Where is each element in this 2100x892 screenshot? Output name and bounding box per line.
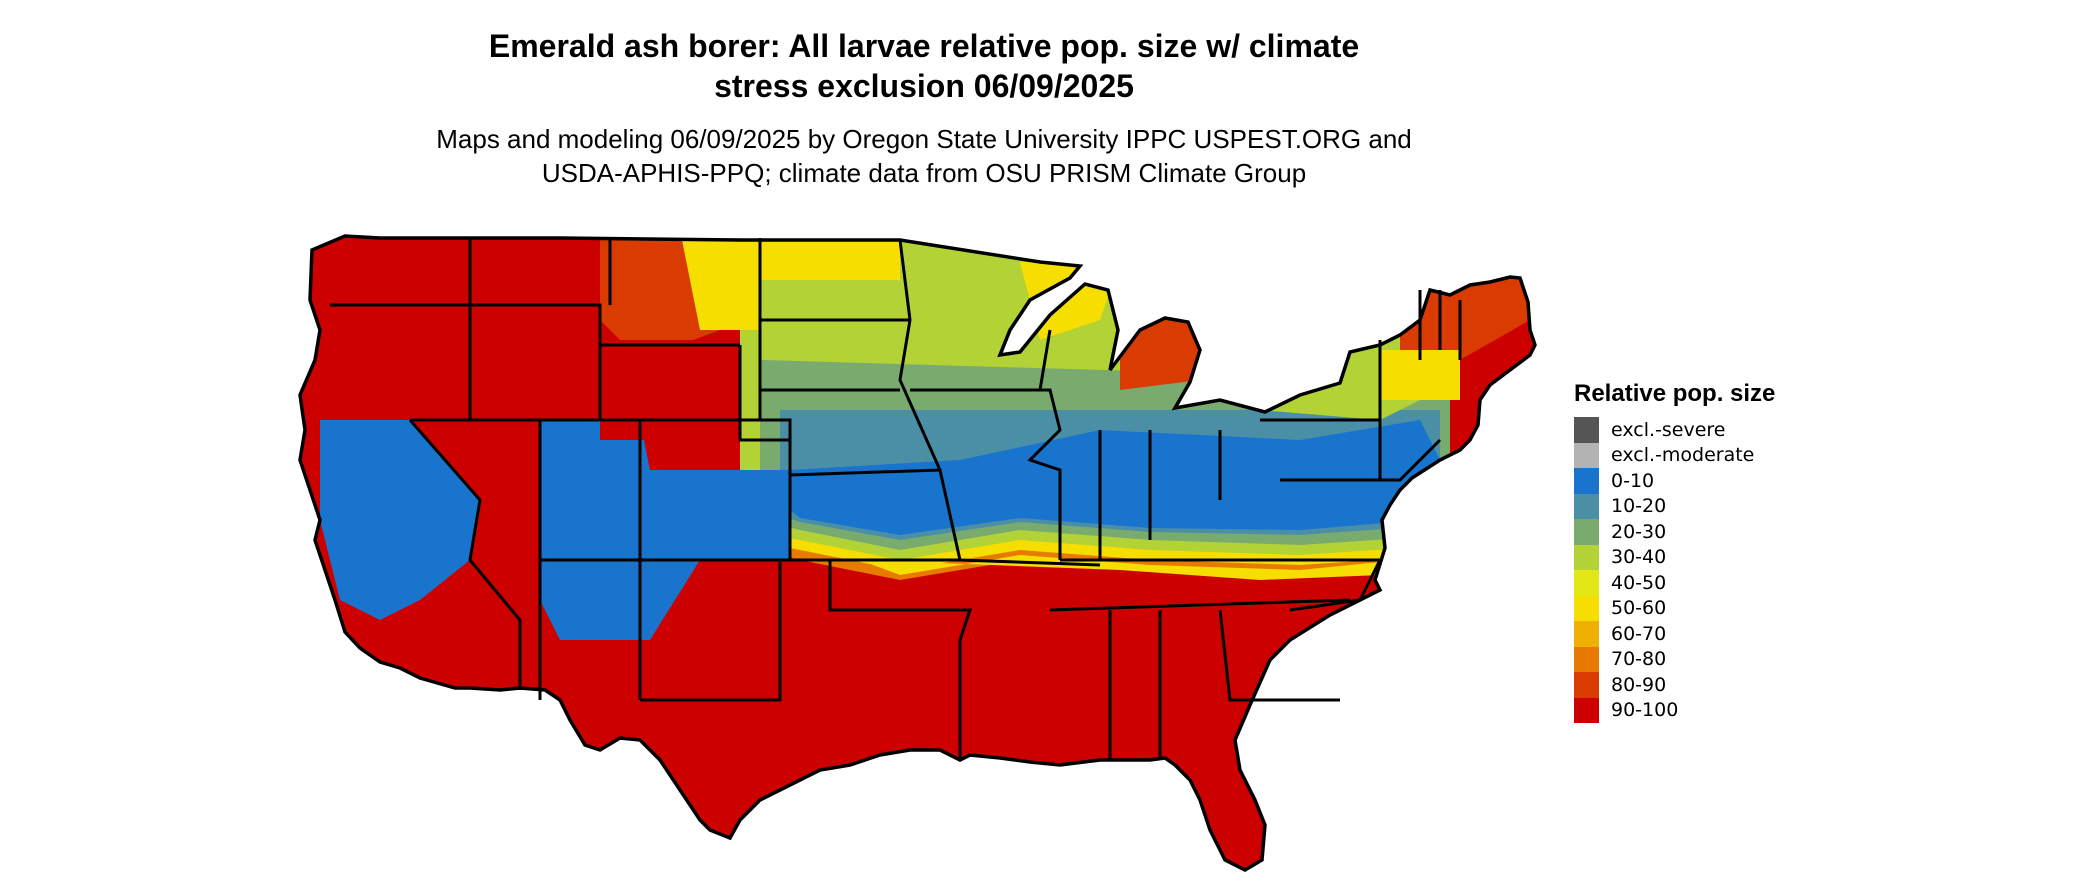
legend-label: excl.-moderate: [1611, 444, 1755, 467]
zone-0-10-southwest: [540, 420, 790, 640]
legend-label: 80-90: [1611, 673, 1667, 696]
zone-50-60-montana: [680, 236, 760, 330]
zone-80-90-new-england: [1400, 270, 1530, 360]
state-line-north-1: [330, 303, 740, 347]
legend: Relative pop. size excl.-severe excl.-mod…: [1574, 380, 1775, 723]
legend-item: 20-30: [1574, 519, 1775, 545]
state-line-utah: [540, 418, 642, 562]
zone-0-10-california: [320, 420, 480, 620]
legend-label: 0-10: [1611, 469, 1655, 492]
legend-label: excl.-severe: [1611, 418, 1726, 441]
legend-item: 60-70: [1574, 621, 1775, 647]
state-line-idaho: [468, 238, 612, 420]
zone-30-40-minnesota: [900, 240, 1040, 330]
legend-swatch: [1574, 442, 1599, 468]
legend-item: excl.-severe: [1574, 417, 1775, 443]
legend-item: 70-80: [1574, 646, 1775, 672]
state-borders: [330, 238, 1462, 760]
map-title: Emerald ash borer: All larvae relative p…: [0, 26, 1848, 106]
state-line-colorado: [640, 418, 792, 562]
legend-swatch: [1574, 672, 1599, 698]
legend-swatch: [1574, 544, 1599, 570]
legend-items: excl.-severe excl.-moderate 0-10 10-20 20-30…: [1574, 417, 1775, 723]
state-line-iowa-missouri: [910, 388, 1062, 560]
legend-item: 80-90: [1574, 672, 1775, 698]
state-line-northeast: [1378, 290, 1462, 420]
legend-title: Relative pop. size: [1574, 380, 1776, 407]
legend-item: 50-60: [1574, 595, 1775, 621]
state-line-southwest: [538, 560, 782, 702]
legend-swatch: [1574, 646, 1599, 672]
legend-item: 40-50: [1574, 570, 1775, 596]
map-subtitle-line2: USDA-APHIS-PPQ; climate data from OSU PR…: [541, 158, 1307, 188]
legend-swatch: [1574, 621, 1599, 647]
legend-label: 60-70: [1611, 622, 1667, 645]
legend-item: 0-10: [1574, 468, 1775, 494]
legend-item: excl.-moderate: [1574, 442, 1775, 468]
map-subtitle: Maps and modeling 06/09/2025 by Oregon S…: [0, 122, 1848, 190]
legend-swatch: [1574, 519, 1599, 545]
state-line-carolinas: [1289, 558, 1383, 612]
legend-swatch: [1574, 570, 1599, 596]
map-title-line1: Emerald ash borer: All larvae relative p…: [488, 28, 1360, 64]
legend-label: 20-30: [1611, 520, 1667, 543]
legend-item: 30-40: [1574, 544, 1775, 570]
state-line-midwest: [1038, 329, 1222, 560]
legend-label: 10-20: [1611, 495, 1667, 518]
legend-label: 40-50: [1611, 571, 1667, 594]
state-line-oklahoma: [780, 558, 973, 760]
zone-90-100-wyoming: [600, 340, 740, 440]
population-zones: [300, 236, 1535, 870]
state-line-california-nevada: [408, 419, 522, 690]
state-line-wyoming: [598, 345, 790, 442]
zone-0-10-central: [790, 420, 1440, 535]
legend-label: 70-80: [1611, 648, 1667, 671]
legend-swatch: [1574, 417, 1599, 443]
legend-label: 90-100: [1611, 699, 1679, 722]
legend-swatch: [1574, 697, 1599, 723]
map-subtitle-line1: Maps and modeling 06/09/2025 by Oregon S…: [436, 124, 1412, 154]
legend-label: 50-60: [1611, 597, 1667, 620]
legend-swatch: [1574, 595, 1599, 621]
state-line-plains: [760, 318, 1101, 567]
legend-swatch: [1574, 493, 1599, 519]
legend-item: 10-20: [1574, 493, 1775, 519]
zone-50-60-new-york: [1380, 350, 1460, 400]
legend-item: 90-100: [1574, 697, 1775, 723]
map-title-line2: stress exclusion 06/09/2025: [714, 68, 1134, 104]
legend-label: 30-40: [1611, 546, 1667, 569]
state-line-south: [1049, 558, 1351, 760]
legend-swatch: [1574, 468, 1599, 494]
